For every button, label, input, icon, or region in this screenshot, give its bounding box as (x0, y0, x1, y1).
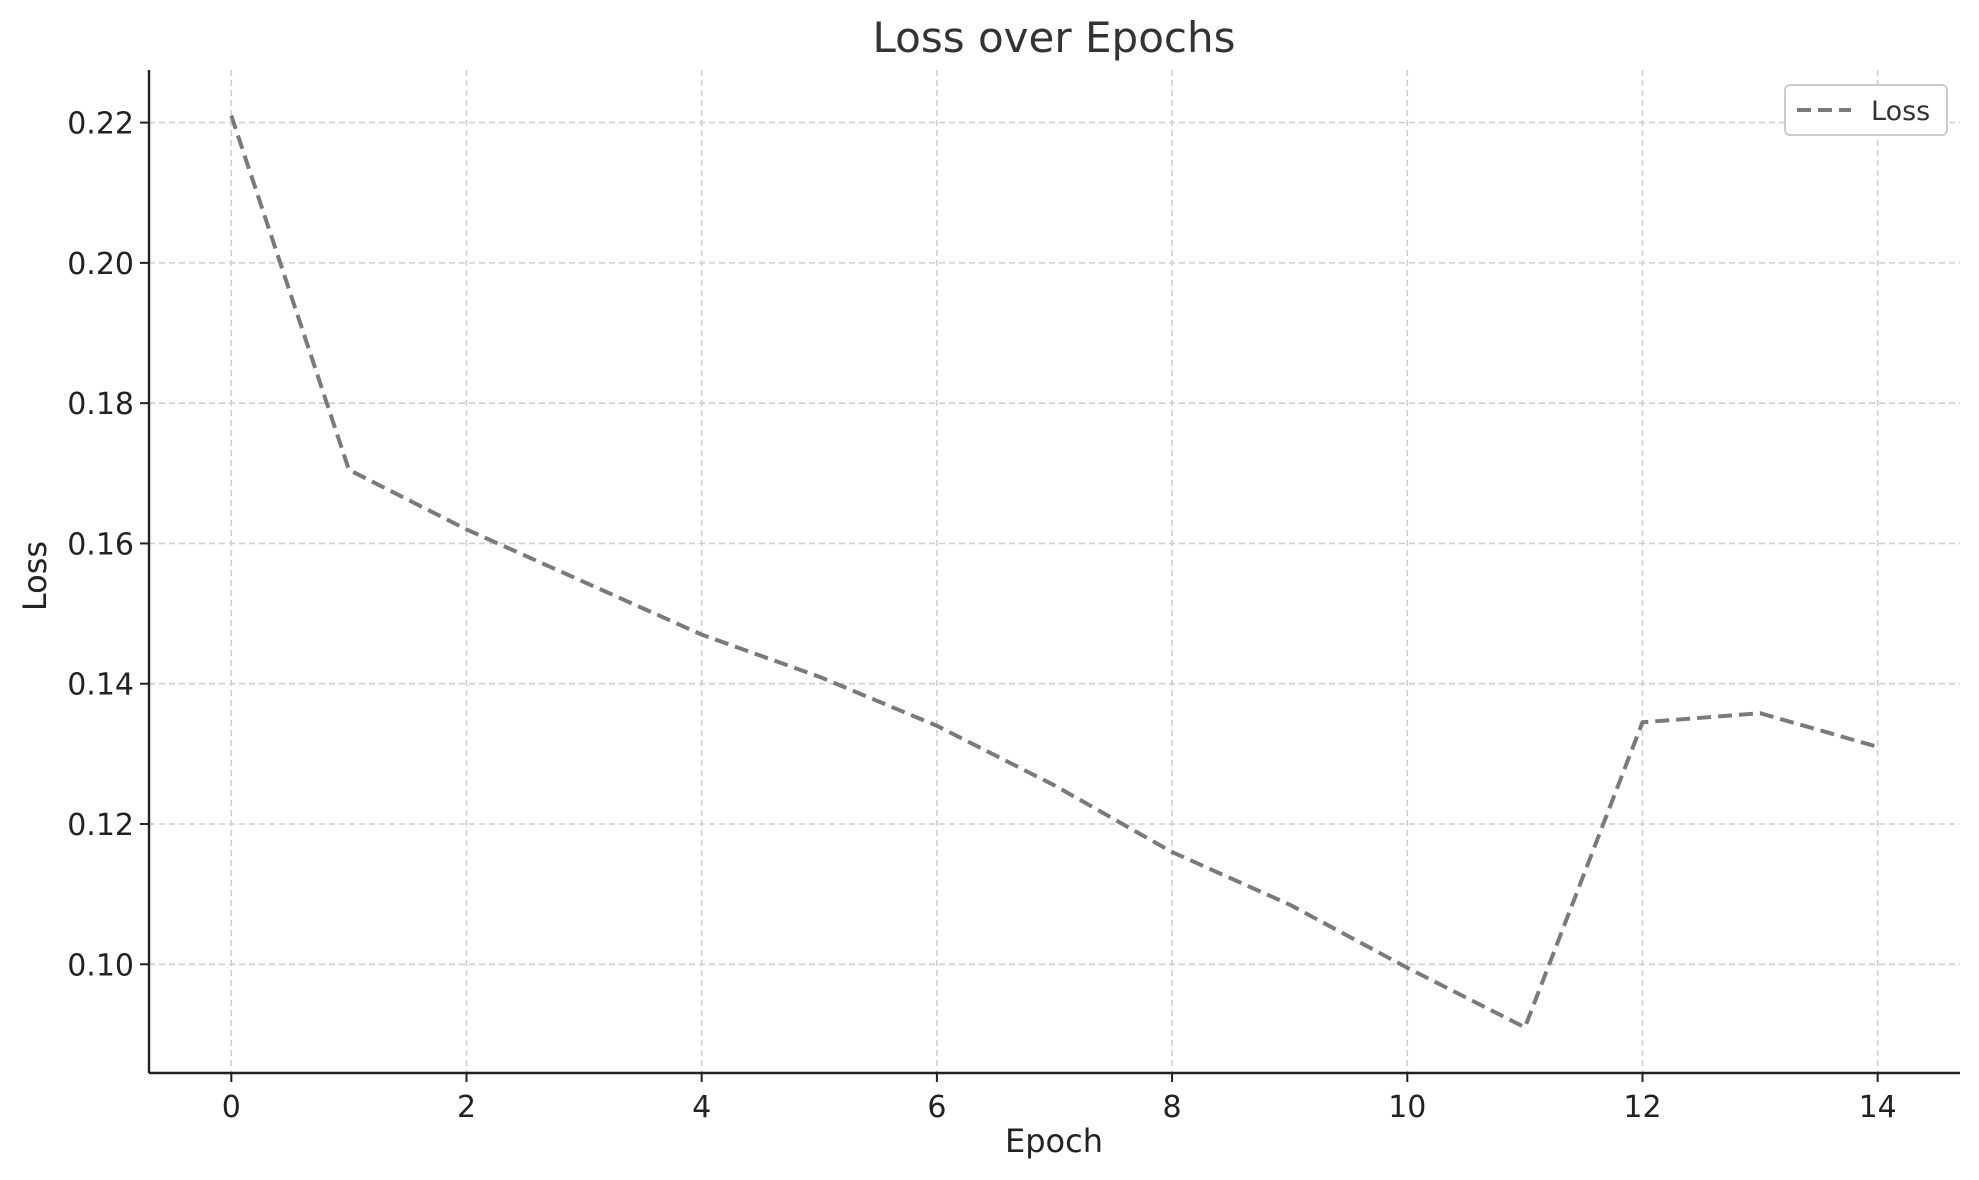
legend-frame (1784, 84, 1948, 136)
x-tick-label: 2 (457, 1090, 476, 1125)
y-tick-label: 0.16 (67, 527, 134, 562)
x-tick-label: 4 (692, 1090, 711, 1125)
x-tick-label: 14 (1859, 1090, 1897, 1125)
legend-label: Loss (1871, 96, 1930, 127)
y-tick-label: 0.14 (67, 668, 134, 703)
y-tick-label: 0.10 (67, 948, 134, 983)
y-tick-label: 0.20 (67, 247, 134, 282)
x-tick-label: 8 (1163, 1090, 1182, 1125)
x-tick-label: 0 (222, 1090, 241, 1125)
y-tick-label: 0.22 (67, 107, 134, 142)
legend: Loss (1784, 84, 1948, 136)
axes-spines (147, 70, 1960, 1075)
x-tick-label: 10 (1388, 1090, 1426, 1125)
axis-ticks: 0 2 4 6 8 10 12 14 0.10 0.12 0.14 0.16 0.18 0.20 0.22 (67, 107, 1897, 1125)
series-layer (229, 114, 1879, 1030)
loss-series-line (229, 114, 1879, 1030)
y-tick-label: 0.18 (67, 387, 134, 422)
x-tick-label: 12 (1623, 1090, 1661, 1125)
x-axis-label: Epoch (1005, 1122, 1103, 1160)
grid (149, 70, 1960, 1073)
x-tick-label: 6 (927, 1090, 946, 1125)
y-tick-label: 0.12 (67, 808, 134, 843)
y-axis-label: Loss (16, 541, 54, 611)
chart-title: Loss over Epochs (873, 13, 1236, 62)
